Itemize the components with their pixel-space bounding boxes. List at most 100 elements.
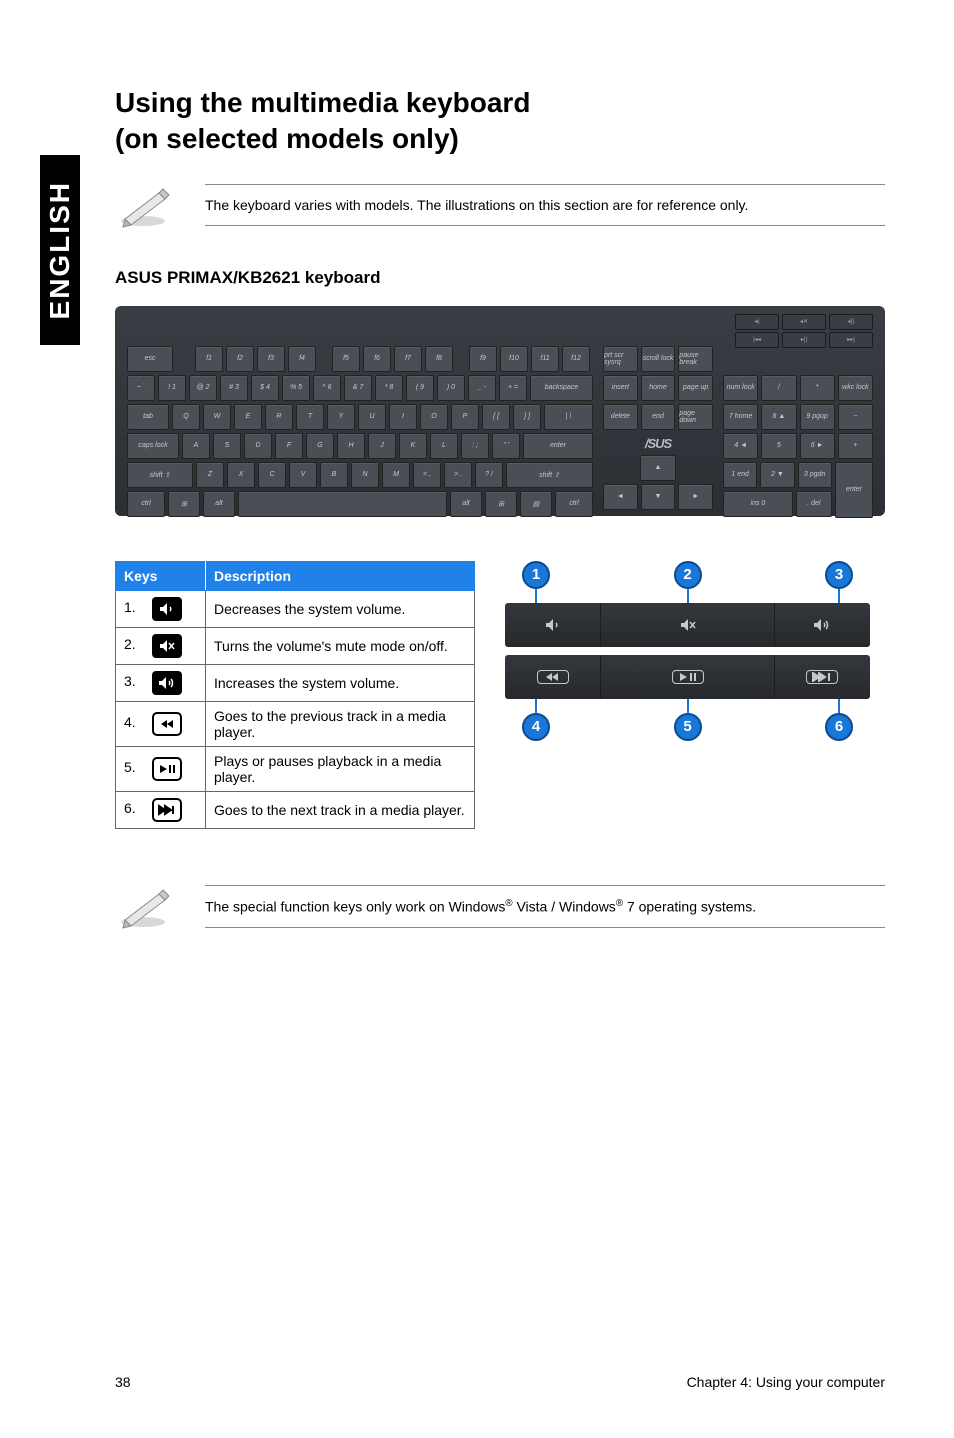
- key: ctrl: [555, 491, 593, 517]
- key: ▲: [640, 455, 676, 481]
- row-desc: Increases the system volume.: [206, 664, 475, 701]
- connector-row-bottom: [505, 699, 870, 713]
- key: L: [430, 433, 458, 459]
- key: _ -: [468, 375, 496, 401]
- key: ▼: [641, 484, 676, 510]
- qwerty-row: tab Q W E R T Y U I O P { [ } ] | \: [127, 404, 593, 430]
- key: f8: [425, 346, 453, 372]
- key: B: [320, 462, 348, 488]
- key: 2 ▼: [760, 462, 794, 488]
- key: $ 4: [251, 375, 279, 401]
- key: * 8: [375, 375, 403, 401]
- key: N: [351, 462, 379, 488]
- key: f6: [363, 346, 391, 372]
- connector-row-top: [505, 589, 870, 603]
- key: ~ `: [127, 375, 155, 401]
- key: ►: [678, 484, 713, 510]
- key: f3: [257, 346, 285, 372]
- key: shift ⇧: [506, 462, 593, 488]
- badge-4: 4: [522, 713, 550, 741]
- key: Q: [172, 404, 200, 430]
- prev-track-icon: [152, 712, 182, 736]
- table-row: 4. Goes to the previous track in a media…: [116, 701, 475, 746]
- seg-mute: [601, 603, 775, 647]
- badge-6: 6: [825, 713, 853, 741]
- keyboard-numpad-block: num lock / * wkc lock 7 home 8 ▲ 9 pgup …: [723, 346, 873, 520]
- key: f4: [288, 346, 316, 372]
- key: < ,: [413, 462, 441, 488]
- prev-track-key: |◂◂: [735, 332, 779, 348]
- key: ⊞: [168, 491, 200, 517]
- key: 7 home: [723, 404, 758, 430]
- chapter-label: Chapter 4: Using your computer: [687, 1374, 885, 1390]
- pencil-icon: [115, 183, 175, 228]
- keyboard-left-block: esc f1 f2 f3 f4 f5 f6 f7 f8 f9 f10 f11 f…: [127, 346, 593, 520]
- key: A: [182, 433, 210, 459]
- key: f9: [469, 346, 497, 372]
- note-block-2: The special function keys only work on W…: [115, 884, 885, 929]
- modifier-row: ctrl ⊞ alt alt ⊞ ▤ ctrl: [127, 491, 593, 517]
- key: f12: [562, 346, 590, 372]
- table-row: 6. Goes to the next track in a media pla…: [116, 791, 475, 828]
- key: W: [203, 404, 231, 430]
- pencil-icon: [115, 884, 175, 929]
- keys-description-table: Keys Description 1. Decreases the system…: [115, 561, 475, 829]
- key: wkc lock: [838, 375, 873, 401]
- key: f1: [195, 346, 223, 372]
- key: ◄: [603, 484, 638, 510]
- badge-5: 5: [674, 713, 702, 741]
- key: O: [420, 404, 448, 430]
- asus-logo: /SUS: [603, 436, 713, 451]
- key: P: [451, 404, 479, 430]
- key: caps lock: [127, 433, 179, 459]
- seg-prev: [505, 655, 601, 699]
- key: | \: [544, 404, 593, 430]
- key: : ;: [461, 433, 489, 459]
- key: 4 ◄: [723, 433, 758, 459]
- key: R: [265, 404, 293, 430]
- key: H: [337, 433, 365, 459]
- key: T: [296, 404, 324, 430]
- fn-row: esc f1 f2 f3 f4 f5 f6 f7 f8 f9 f10 f11 f…: [127, 346, 593, 372]
- page-number: 38: [115, 1374, 131, 1390]
- key: } ]: [513, 404, 541, 430]
- badge-row-bottom: 4 5 6: [505, 713, 870, 741]
- row-desc: Turns the volume's mute mode on/off.: [206, 627, 475, 664]
- row-desc: Plays or pauses playback in a media play…: [206, 746, 475, 791]
- row-num: 4.: [124, 714, 142, 730]
- row-num: 6.: [124, 800, 142, 816]
- key: page down: [678, 404, 713, 430]
- key: f5: [332, 346, 360, 372]
- key: > .: [444, 462, 472, 488]
- row-desc: Decreases the system volume.: [206, 590, 475, 627]
- note-text-2: The special function keys only work on W…: [205, 885, 885, 928]
- key: f7: [394, 346, 422, 372]
- key: 6 ►: [800, 433, 835, 459]
- key: E: [234, 404, 262, 430]
- key: enter: [523, 433, 593, 459]
- badge-1: 1: [522, 561, 550, 589]
- key: /: [761, 375, 796, 401]
- key: pause break: [678, 346, 713, 372]
- page-title: Using the multimedia keyboard (on select…: [115, 85, 885, 158]
- volume-panel: [505, 603, 870, 647]
- key: J: [368, 433, 396, 459]
- seg-vol-up: [775, 603, 870, 647]
- key: prt scr sysrq: [603, 346, 638, 372]
- key: tab: [127, 404, 169, 430]
- key: [238, 491, 447, 517]
- note-block-1: The keyboard varies with models. The ill…: [115, 183, 885, 228]
- key: X: [227, 462, 255, 488]
- key: ▤: [520, 491, 552, 517]
- table-header-description: Description: [206, 561, 475, 590]
- key: f10: [500, 346, 528, 372]
- home-row: caps lock A S D F G H J K L : ; " ' ente…: [127, 433, 593, 459]
- key: 1 end: [723, 462, 757, 488]
- key: { [: [482, 404, 510, 430]
- key: alt: [450, 491, 482, 517]
- row-desc: Goes to the previous track in a media pl…: [206, 701, 475, 746]
- key: K: [399, 433, 427, 459]
- key: home: [641, 375, 676, 401]
- key: ^ 6: [313, 375, 341, 401]
- bottom-letter-row: shift ⇧ Z X C V B N M < , > . ? / shift …: [127, 462, 593, 488]
